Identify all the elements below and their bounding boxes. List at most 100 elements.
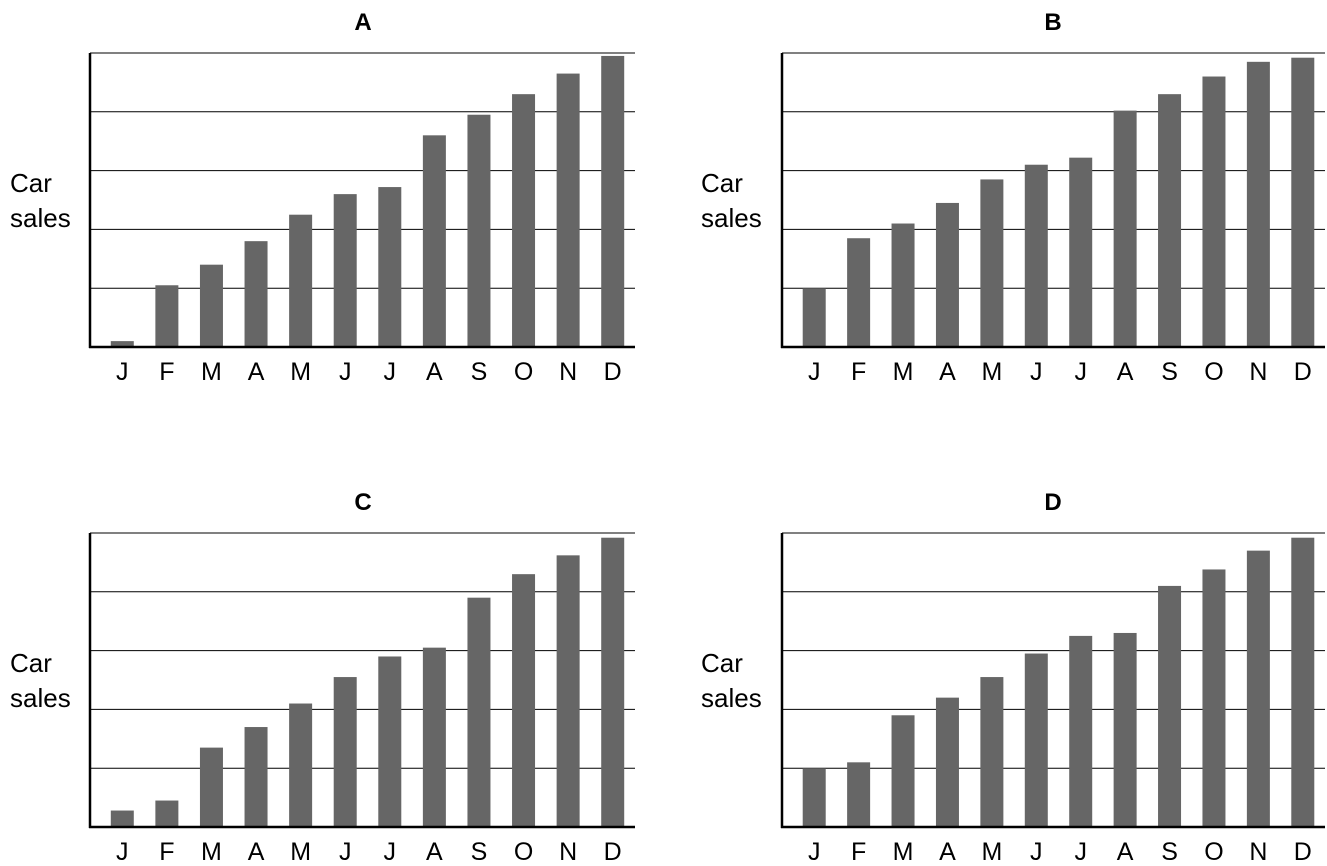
x-tick-label: J [116, 838, 129, 866]
x-tick-label: D [604, 358, 622, 386]
bar-1 [802, 288, 826, 347]
bar-2 [155, 285, 179, 347]
x-tick-label: J [116, 358, 129, 386]
bar-10 [512, 94, 536, 347]
bar-6 [1024, 164, 1048, 347]
bar-5 [289, 703, 313, 827]
x-tick-label: O [1204, 358, 1223, 386]
bar-8 [422, 647, 446, 827]
bar-5 [289, 214, 313, 347]
bar-11 [556, 555, 580, 827]
y-axis-label: Car sales [701, 648, 762, 713]
x-tick-label: O [1204, 838, 1223, 866]
bar-10 [512, 574, 536, 827]
bar-4 [935, 202, 959, 347]
bar-9 [1158, 585, 1182, 827]
bar-4 [244, 241, 268, 347]
chart-title: D [1044, 489, 1061, 516]
x-tick-label: A [1117, 838, 1134, 866]
y-axis-label: Car sales [10, 648, 71, 713]
bar-12 [1291, 57, 1315, 347]
bar-7 [378, 656, 402, 827]
x-tick-label: A [1117, 358, 1134, 386]
bar-2 [847, 762, 871, 827]
bar-10 [1202, 569, 1226, 827]
x-tick-label: M [201, 838, 222, 866]
bar-1 [110, 341, 134, 347]
x-tick-label: A [248, 358, 265, 386]
x-tick-label: M [290, 358, 311, 386]
x-tick-label: M [893, 358, 914, 386]
bar-11 [1246, 61, 1270, 347]
bar-4 [935, 697, 959, 827]
x-tick-label: S [1161, 358, 1178, 386]
bar-9 [467, 597, 491, 827]
x-tick-label: N [559, 838, 577, 866]
x-tick-label: M [290, 838, 311, 866]
x-tick-label: M [981, 838, 1002, 866]
x-tick-label: F [851, 838, 866, 866]
x-tick-label: J [384, 358, 397, 386]
bar-4 [244, 727, 268, 827]
chart-title: A [354, 9, 371, 36]
bar-5 [980, 179, 1004, 347]
bar-10 [1202, 76, 1226, 348]
x-tick-label: M [893, 838, 914, 866]
x-tick-label: O [514, 358, 533, 386]
x-tick-label: J [1074, 358, 1087, 386]
bar-6 [1024, 653, 1048, 827]
y-axis-label: Car sales [701, 168, 762, 233]
bar-11 [1246, 550, 1270, 827]
bar-7 [1069, 635, 1093, 827]
x-tick-label: M [981, 358, 1002, 386]
bar-1 [110, 810, 134, 827]
x-tick-label: F [159, 838, 174, 866]
y-axis-label: Car sales [10, 168, 71, 233]
x-tick-label: M [201, 358, 222, 386]
bar-7 [378, 187, 402, 347]
x-tick-label: D [1294, 838, 1312, 866]
x-tick-label: N [1249, 838, 1267, 866]
bar-8 [1113, 110, 1137, 348]
x-tick-label: J [339, 838, 352, 866]
bar-9 [1158, 94, 1182, 347]
bar-6 [333, 194, 357, 347]
bar-9 [467, 114, 491, 348]
bar-12 [601, 55, 625, 347]
chart-title: B [1044, 9, 1061, 36]
x-tick-label: F [851, 358, 866, 386]
x-tick-label: A [939, 358, 956, 386]
bar-7 [1069, 157, 1093, 347]
x-tick-label: D [604, 838, 622, 866]
x-tick-label: J [384, 838, 397, 866]
bar-11 [556, 73, 580, 347]
x-tick-label: A [939, 838, 956, 866]
x-tick-label: J [808, 358, 821, 386]
x-tick-label: D [1294, 358, 1312, 386]
x-tick-label: J [339, 358, 352, 386]
x-tick-label: J [1030, 358, 1043, 386]
bar-8 [422, 135, 446, 347]
bar-3 [199, 264, 223, 347]
x-tick-label: N [1249, 358, 1267, 386]
x-tick-label: J [808, 838, 821, 866]
x-tick-label: F [159, 358, 174, 386]
x-tick-label: A [426, 838, 443, 866]
x-tick-label: J [1030, 838, 1043, 866]
bar-2 [847, 238, 871, 347]
bar-3 [891, 223, 915, 347]
x-tick-label: S [471, 838, 488, 866]
x-tick-label: J [1074, 838, 1087, 866]
x-tick-label: S [471, 358, 488, 386]
bar-6 [333, 677, 357, 827]
bar-5 [980, 677, 1004, 827]
bar-3 [199, 747, 223, 827]
bar-1 [802, 768, 826, 827]
x-tick-label: O [514, 838, 533, 866]
chart-title: C [354, 489, 371, 516]
